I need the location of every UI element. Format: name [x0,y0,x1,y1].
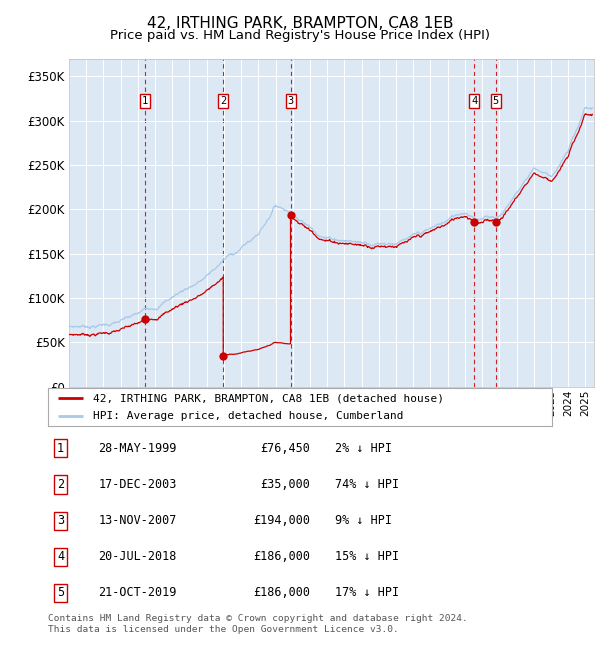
Text: 2% ↓ HPI: 2% ↓ HPI [335,442,392,455]
Text: 17-DEC-2003: 17-DEC-2003 [98,478,177,491]
Text: 4: 4 [471,96,478,106]
Text: 13-NOV-2007: 13-NOV-2007 [98,514,177,527]
Text: 21-OCT-2019: 21-OCT-2019 [98,586,177,599]
Text: 1: 1 [142,96,148,106]
Text: £186,000: £186,000 [253,551,310,564]
Text: 20-JUL-2018: 20-JUL-2018 [98,551,177,564]
Text: 2: 2 [220,96,226,106]
Text: 42, IRTHING PARK, BRAMPTON, CA8 1EB: 42, IRTHING PARK, BRAMPTON, CA8 1EB [147,16,453,31]
Text: £76,450: £76,450 [260,442,310,455]
Text: 2: 2 [57,478,64,491]
Text: 28-MAY-1999: 28-MAY-1999 [98,442,177,455]
Text: 3: 3 [57,514,64,527]
Text: 3: 3 [287,96,293,106]
Text: 17% ↓ HPI: 17% ↓ HPI [335,586,400,599]
Text: 15% ↓ HPI: 15% ↓ HPI [335,551,400,564]
Text: £194,000: £194,000 [253,514,310,527]
Text: 1: 1 [57,442,64,455]
Text: £35,000: £35,000 [260,478,310,491]
Text: 74% ↓ HPI: 74% ↓ HPI [335,478,400,491]
Text: 5: 5 [493,96,499,106]
Text: 4: 4 [57,551,64,564]
Text: Price paid vs. HM Land Registry's House Price Index (HPI): Price paid vs. HM Land Registry's House … [110,29,490,42]
Text: £186,000: £186,000 [253,586,310,599]
Text: HPI: Average price, detached house, Cumberland: HPI: Average price, detached house, Cumb… [94,411,404,421]
Text: 5: 5 [57,586,64,599]
Text: Contains HM Land Registry data © Crown copyright and database right 2024.
This d: Contains HM Land Registry data © Crown c… [48,614,468,634]
Text: 9% ↓ HPI: 9% ↓ HPI [335,514,392,527]
Text: 42, IRTHING PARK, BRAMPTON, CA8 1EB (detached house): 42, IRTHING PARK, BRAMPTON, CA8 1EB (det… [94,393,445,403]
